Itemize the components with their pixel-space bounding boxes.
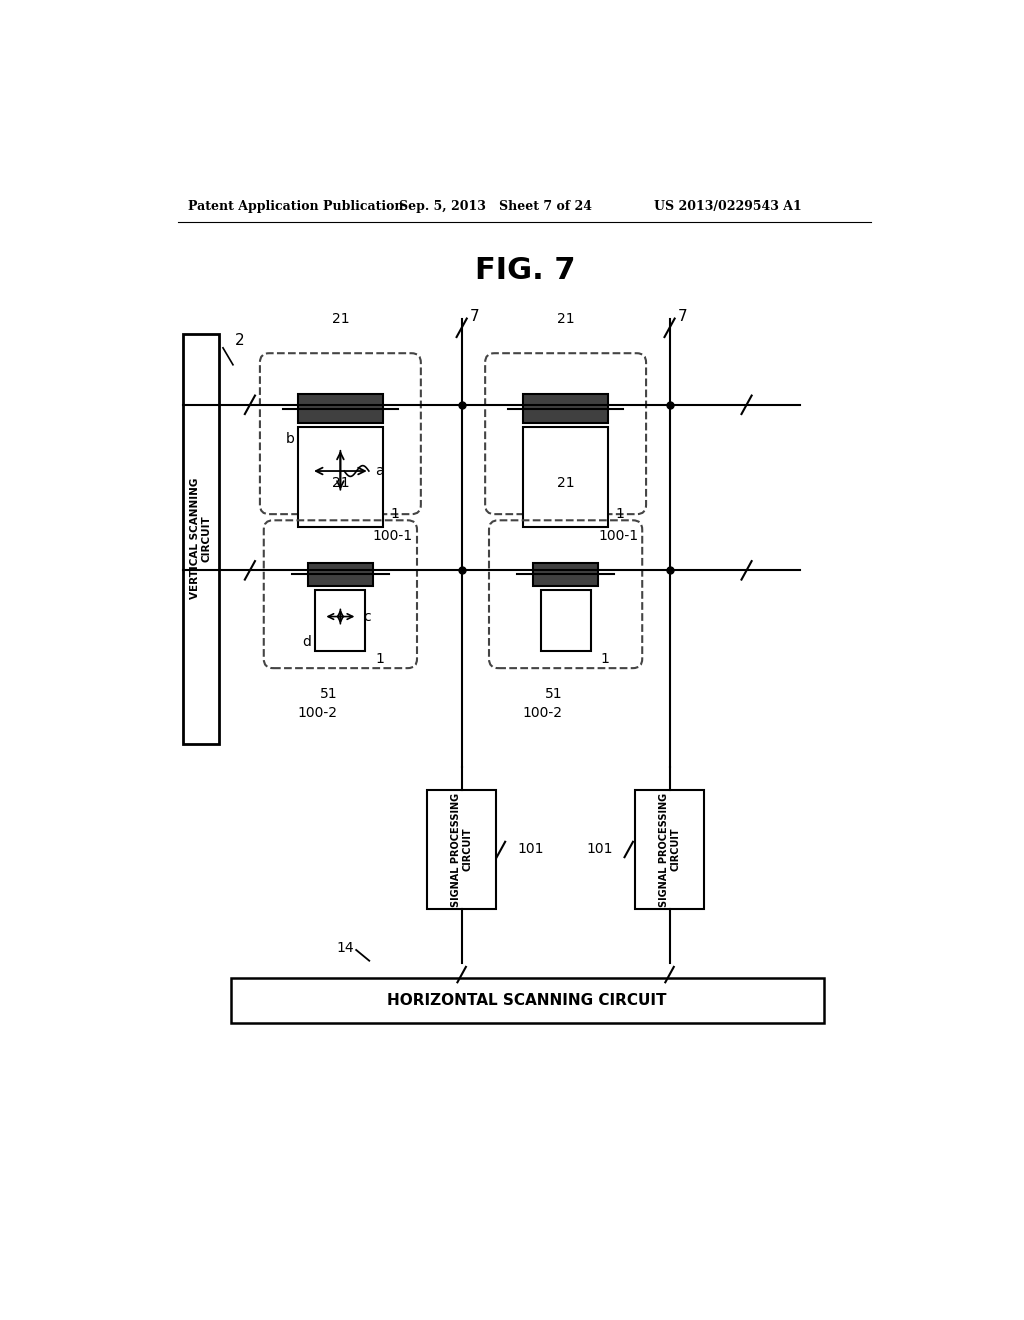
Text: SIGNAL PROCESSING
CIRCUIT: SIGNAL PROCESSING CIRCUIT: [658, 792, 680, 907]
Bar: [298, 395, 383, 424]
Text: 100-1: 100-1: [373, 529, 413, 543]
Text: 1: 1: [390, 507, 399, 521]
Text: b: b: [286, 432, 294, 446]
Text: Patent Application Publication: Patent Application Publication: [188, 199, 403, 213]
Text: 21: 21: [557, 477, 574, 490]
Text: c: c: [364, 610, 371, 623]
Bar: [523, 428, 608, 527]
Text: 1: 1: [615, 507, 625, 521]
Text: 1: 1: [600, 652, 609, 665]
Bar: [523, 395, 608, 424]
Text: 101: 101: [518, 842, 545, 857]
Text: 7: 7: [677, 309, 687, 323]
Text: 1: 1: [375, 652, 384, 665]
Text: US 2013/0229543 A1: US 2013/0229543 A1: [654, 199, 802, 213]
Text: 100-2: 100-2: [297, 706, 337, 719]
Bar: [541, 590, 591, 651]
Text: 51: 51: [545, 686, 563, 701]
Text: 21: 21: [332, 477, 349, 490]
Text: SIGNAL PROCESSING
CIRCUIT: SIGNAL PROCESSING CIRCUIT: [451, 792, 472, 907]
Text: HORIZONTAL SCANNING CIRCUIT: HORIZONTAL SCANNING CIRCUIT: [387, 993, 667, 1008]
Text: 51: 51: [321, 686, 338, 701]
Text: Sep. 5, 2013   Sheet 7 of 24: Sep. 5, 2013 Sheet 7 of 24: [398, 199, 592, 213]
Bar: [230, 978, 823, 1023]
Text: FIG. 7: FIG. 7: [474, 256, 575, 285]
Text: 14: 14: [336, 941, 354, 954]
Text: 100-2: 100-2: [522, 706, 562, 719]
Text: 100-1: 100-1: [598, 529, 638, 543]
Text: 7: 7: [469, 309, 479, 323]
Bar: [315, 590, 366, 651]
Text: 2: 2: [234, 333, 244, 347]
Bar: [183, 334, 219, 743]
Bar: [635, 789, 705, 909]
Text: VERTICAL SCANNING
CIRCUIT: VERTICAL SCANNING CIRCUIT: [190, 478, 212, 599]
Text: 21: 21: [332, 312, 349, 326]
Bar: [427, 789, 497, 909]
Bar: [307, 562, 373, 586]
Text: 101: 101: [587, 842, 613, 857]
Text: 21: 21: [557, 312, 574, 326]
Bar: [532, 562, 598, 586]
Text: d: d: [302, 635, 311, 649]
Text: a: a: [375, 465, 384, 478]
Bar: [298, 428, 383, 527]
